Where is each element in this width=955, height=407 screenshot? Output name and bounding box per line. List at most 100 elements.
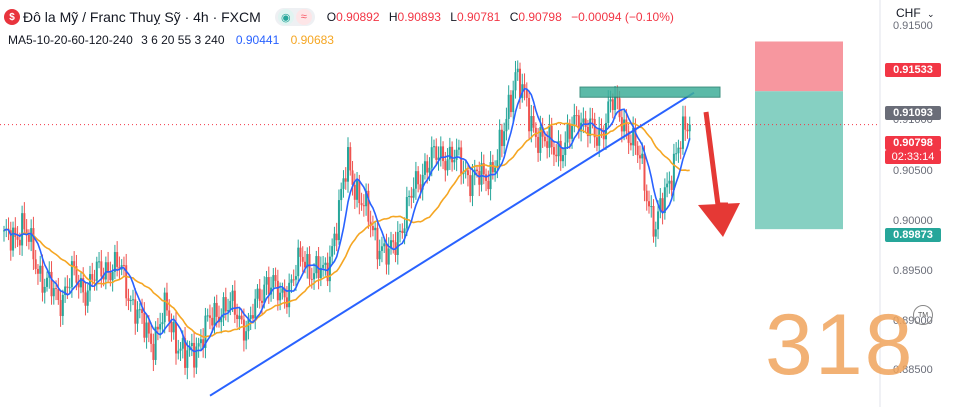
candle-body (564, 142, 567, 156)
candle-body (64, 286, 67, 295)
candle-body (41, 265, 44, 293)
y-tick: 0.90500 (893, 165, 933, 177)
candle-body (229, 300, 232, 311)
candle-body (215, 302, 218, 317)
candle-body (138, 309, 141, 311)
candle-body (679, 147, 682, 149)
candle-body (541, 127, 544, 137)
candle-body (530, 116, 533, 132)
candle-body (410, 195, 413, 198)
candle-body (172, 321, 175, 333)
candle-body (503, 131, 506, 147)
candle-body (380, 246, 383, 251)
candle-body (34, 259, 37, 269)
open-value: 0.90892 (336, 10, 380, 24)
candle-body (349, 147, 352, 171)
candle-body (118, 266, 121, 270)
candle-body (276, 280, 279, 301)
candle-body (125, 265, 128, 299)
candle-body (111, 271, 114, 281)
candle-body (179, 348, 182, 351)
candle-body (466, 170, 469, 176)
candle-body (435, 146, 438, 160)
candle-body (593, 119, 596, 138)
candle-body (342, 178, 345, 189)
candle-body (421, 174, 424, 190)
candle-body (39, 265, 42, 274)
ma-fast-line (3, 87, 691, 353)
candle-body (150, 333, 153, 344)
candle-body (175, 321, 177, 354)
candle-body (347, 147, 349, 182)
candle-body (344, 178, 347, 182)
candle-body (353, 184, 356, 200)
chevron-down-icon: ⌄ (927, 9, 935, 19)
candle-body (476, 169, 478, 172)
candle-body (598, 128, 601, 146)
target-price-tag: 0.89873 (885, 228, 941, 242)
y-tick: 0.91500 (893, 20, 933, 32)
candle-body (433, 146, 435, 148)
candle-body (369, 221, 372, 227)
candle-body (509, 94, 512, 113)
candle-body (414, 171, 417, 189)
currency-selector[interactable]: CHF ⌄ (896, 6, 935, 20)
candle-body (618, 98, 621, 118)
candle-body (109, 272, 112, 281)
candle-body (195, 346, 198, 368)
candle-body (193, 342, 196, 368)
candle-body (89, 274, 91, 291)
candle-body (211, 317, 214, 326)
flag-pill[interactable]: ◉ ≈ (274, 8, 315, 26)
bar-countdown: 02:33:14 (885, 150, 941, 164)
candle-body (451, 146, 454, 163)
low-value: 0.90781 (456, 10, 501, 24)
candle-body (147, 322, 150, 334)
candle-body (605, 122, 607, 140)
candle-body (308, 254, 311, 279)
candle-body (297, 247, 300, 277)
candle-body (328, 256, 331, 282)
candle-body (170, 321, 173, 333)
candle-body (539, 127, 542, 153)
candle-body (552, 147, 555, 155)
candle-body (12, 227, 15, 251)
candle-body (279, 292, 282, 301)
ma-slow-value: 0.90683 (290, 33, 334, 47)
currency-logo-icon: $ (4, 9, 20, 25)
tradingview-badge-icon[interactable]: TM (913, 305, 933, 325)
candle-body (98, 261, 101, 263)
y-tick: 0.90000 (893, 215, 933, 227)
candle-body (204, 315, 207, 348)
candle-body (543, 136, 546, 142)
candle-body (30, 228, 33, 242)
candle-body (319, 267, 322, 279)
candle-body (428, 167, 431, 173)
candle-body (634, 127, 637, 146)
candle-body (677, 147, 680, 154)
ma-params: 3 6 20 55 3 240 (141, 33, 225, 47)
candle-body (672, 153, 675, 191)
candle-body (68, 287, 71, 289)
candle-body (186, 350, 189, 368)
candle-body (132, 299, 134, 301)
candle-body (636, 145, 639, 156)
candle-body (21, 213, 24, 246)
candle-body (340, 188, 343, 201)
candle-body (156, 326, 159, 330)
candle-body (222, 297, 225, 319)
candle-body (272, 275, 275, 288)
candle-body (423, 161, 426, 175)
candle-body (378, 250, 381, 260)
candle-body (281, 288, 284, 293)
candle-body (550, 125, 553, 148)
symbol-title[interactable]: Đô la Mỹ / Franc Thuỵ Sỹ · 4h · FXCM (23, 9, 261, 25)
candle-body (657, 211, 660, 230)
candle-body (249, 315, 252, 319)
candle-body (417, 171, 420, 185)
candle-body (238, 315, 241, 320)
take-profit-zone (755, 91, 843, 230)
candle-body (306, 254, 309, 268)
ma-legend[interactable]: MA5-10-20-60-120-240 3 6 20 55 3 240 0.9… (8, 33, 334, 47)
